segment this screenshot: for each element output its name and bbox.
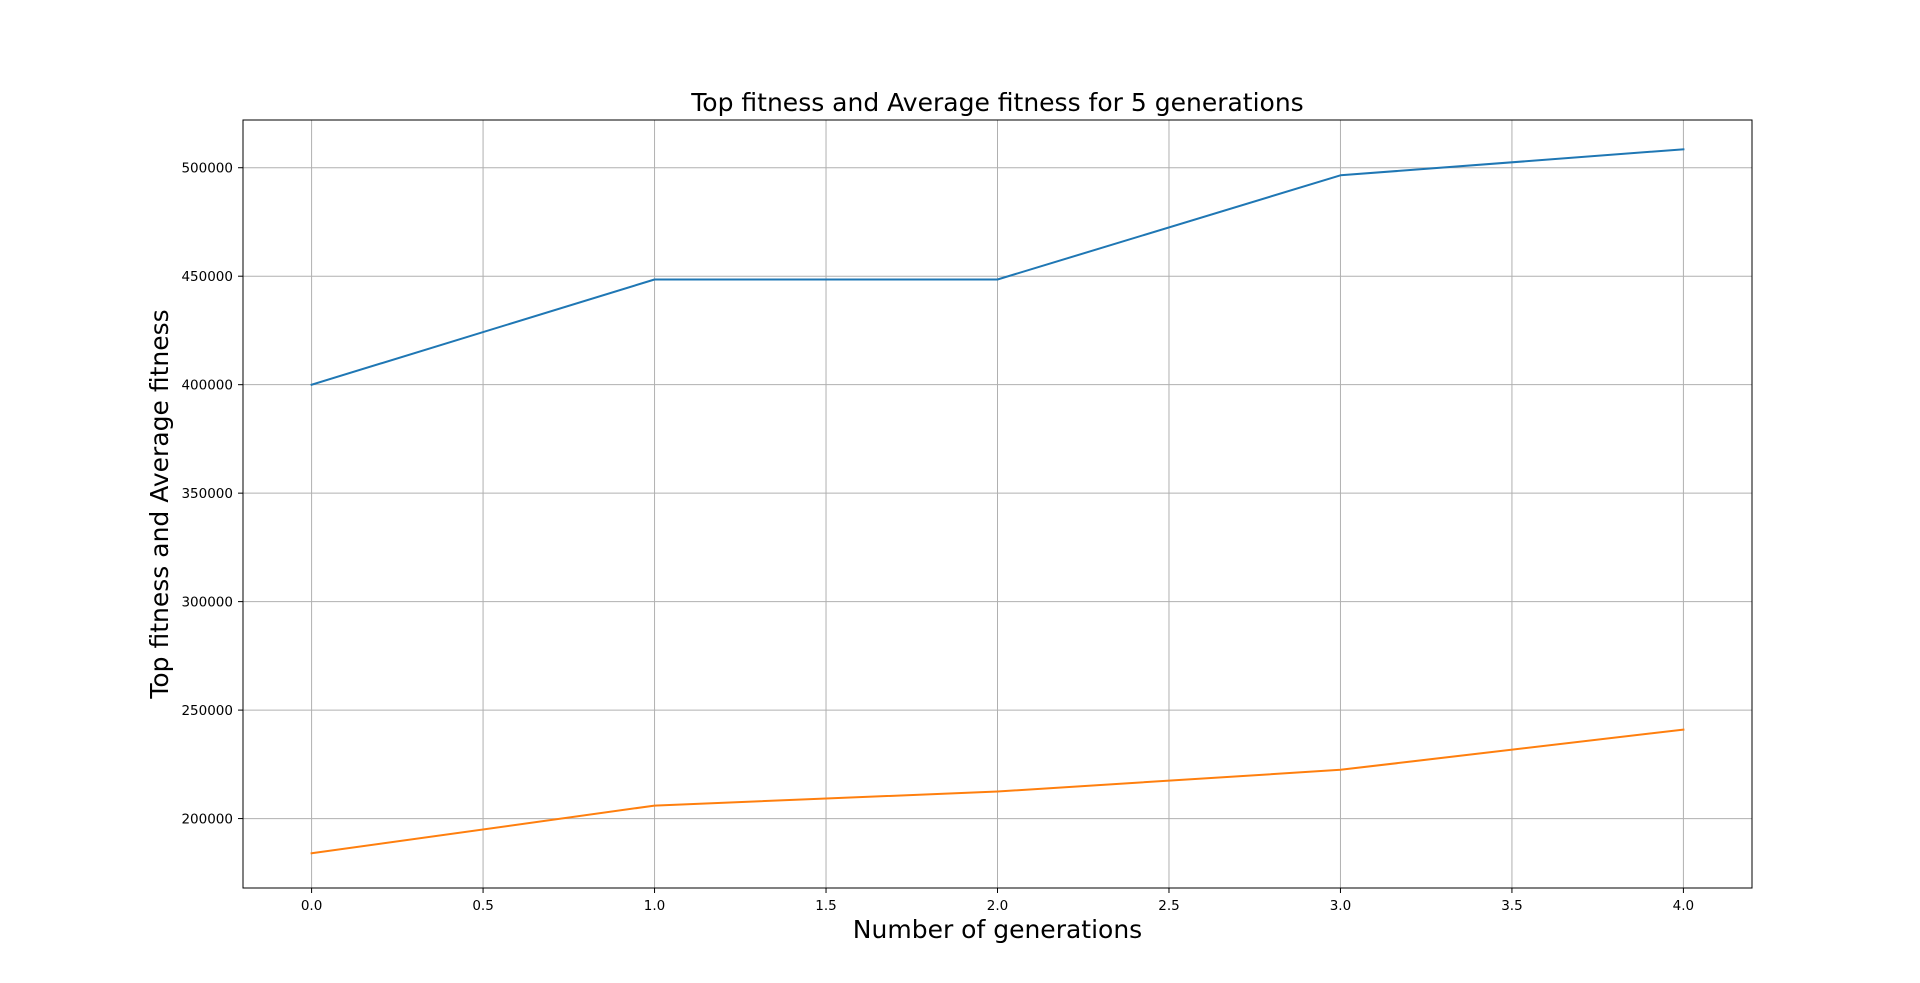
x-tick-label: 0.0 (301, 898, 322, 914)
x-tick-label: 1.0 (644, 898, 665, 914)
axis-ticks: 0.0 0.5 1.0 1.5 2.0 2.5 3.0 3.5 4.0 200000 250000 3… (181, 161, 1694, 914)
x-tick-label: 1.5 (815, 898, 836, 914)
y-tick-label: 300000 (181, 595, 233, 611)
y-tick-label: 400000 (181, 378, 233, 394)
y-tick-label: 500000 (181, 161, 233, 177)
x-tick-label: 3.5 (1501, 898, 1522, 914)
y-tick-label: 200000 (181, 812, 233, 828)
series-line-2 (310, 728, 1685, 855)
series-lines (310, 148, 1685, 855)
y-tick-label: 250000 (181, 703, 233, 719)
y-axis-label: Top fitness and Average fitness (145, 309, 174, 699)
y-tick-label: 350000 (181, 486, 233, 502)
series-line-1 (310, 148, 1685, 386)
x-tick-label: 4.0 (1673, 898, 1694, 914)
x-tick-label: 0.5 (472, 898, 493, 914)
chart-title: Top fitness and Average fitness for 5 ge… (690, 88, 1303, 117)
x-tick-label: 3.0 (1330, 898, 1351, 914)
x-tick-label: 2.0 (987, 898, 1008, 914)
x-tick-label: 2.5 (1158, 898, 1179, 914)
x-axis-label: Number of generations (853, 915, 1142, 944)
grid (243, 120, 1752, 888)
y-tick-label: 450000 (181, 269, 233, 285)
